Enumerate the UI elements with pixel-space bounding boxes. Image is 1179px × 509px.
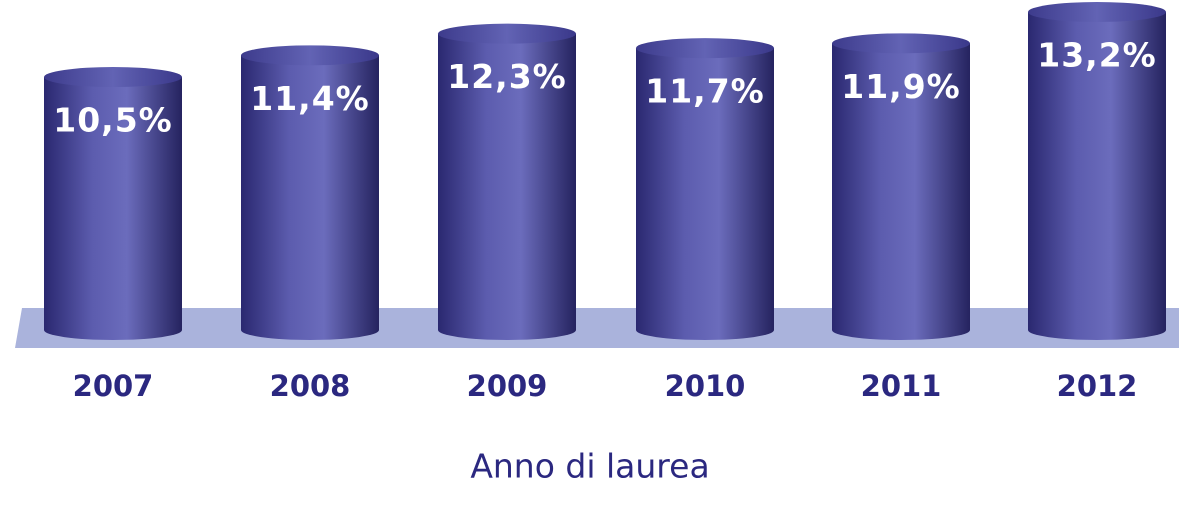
cylinder-body bbox=[832, 43, 970, 331]
x-tick-label: 2009 bbox=[467, 369, 548, 403]
cylinder bbox=[636, 38, 774, 340]
cylinder bbox=[832, 33, 970, 340]
x-tick-label: 2010 bbox=[665, 369, 746, 403]
cylinder-body bbox=[44, 77, 182, 330]
value-label: 13,2% bbox=[1037, 36, 1157, 75]
x-tick-label: 2012 bbox=[1057, 369, 1138, 403]
cylinder-body bbox=[438, 33, 576, 330]
cylinder-top bbox=[1028, 2, 1166, 22]
value-label: 12,3% bbox=[447, 57, 567, 96]
cylinder bbox=[438, 23, 576, 340]
cylinder-top bbox=[832, 33, 970, 54]
cylinder bbox=[1028, 2, 1166, 340]
value-label: 10,5% bbox=[53, 101, 173, 140]
value-label: 11,7% bbox=[645, 72, 765, 111]
cylinder-body bbox=[241, 55, 379, 330]
x-tick-label: 2011 bbox=[861, 369, 942, 403]
x-axis-title: Anno di laurea bbox=[470, 447, 709, 486]
cylinder-top bbox=[438, 23, 576, 44]
value-label: 11,9% bbox=[841, 67, 961, 106]
cylinder-body bbox=[1028, 12, 1166, 330]
value-label: 11,4% bbox=[250, 79, 370, 118]
x-tick-label: 2007 bbox=[73, 369, 154, 403]
cylinder-top bbox=[44, 67, 182, 88]
cylinder-body bbox=[636, 48, 774, 331]
cylinder-top bbox=[241, 45, 379, 66]
floor bbox=[15, 308, 1179, 348]
cylinder bbox=[241, 45, 379, 340]
cylinder-top bbox=[636, 38, 774, 59]
x-tick-label: 2008 bbox=[270, 369, 351, 403]
cylinder bbox=[44, 67, 182, 340]
